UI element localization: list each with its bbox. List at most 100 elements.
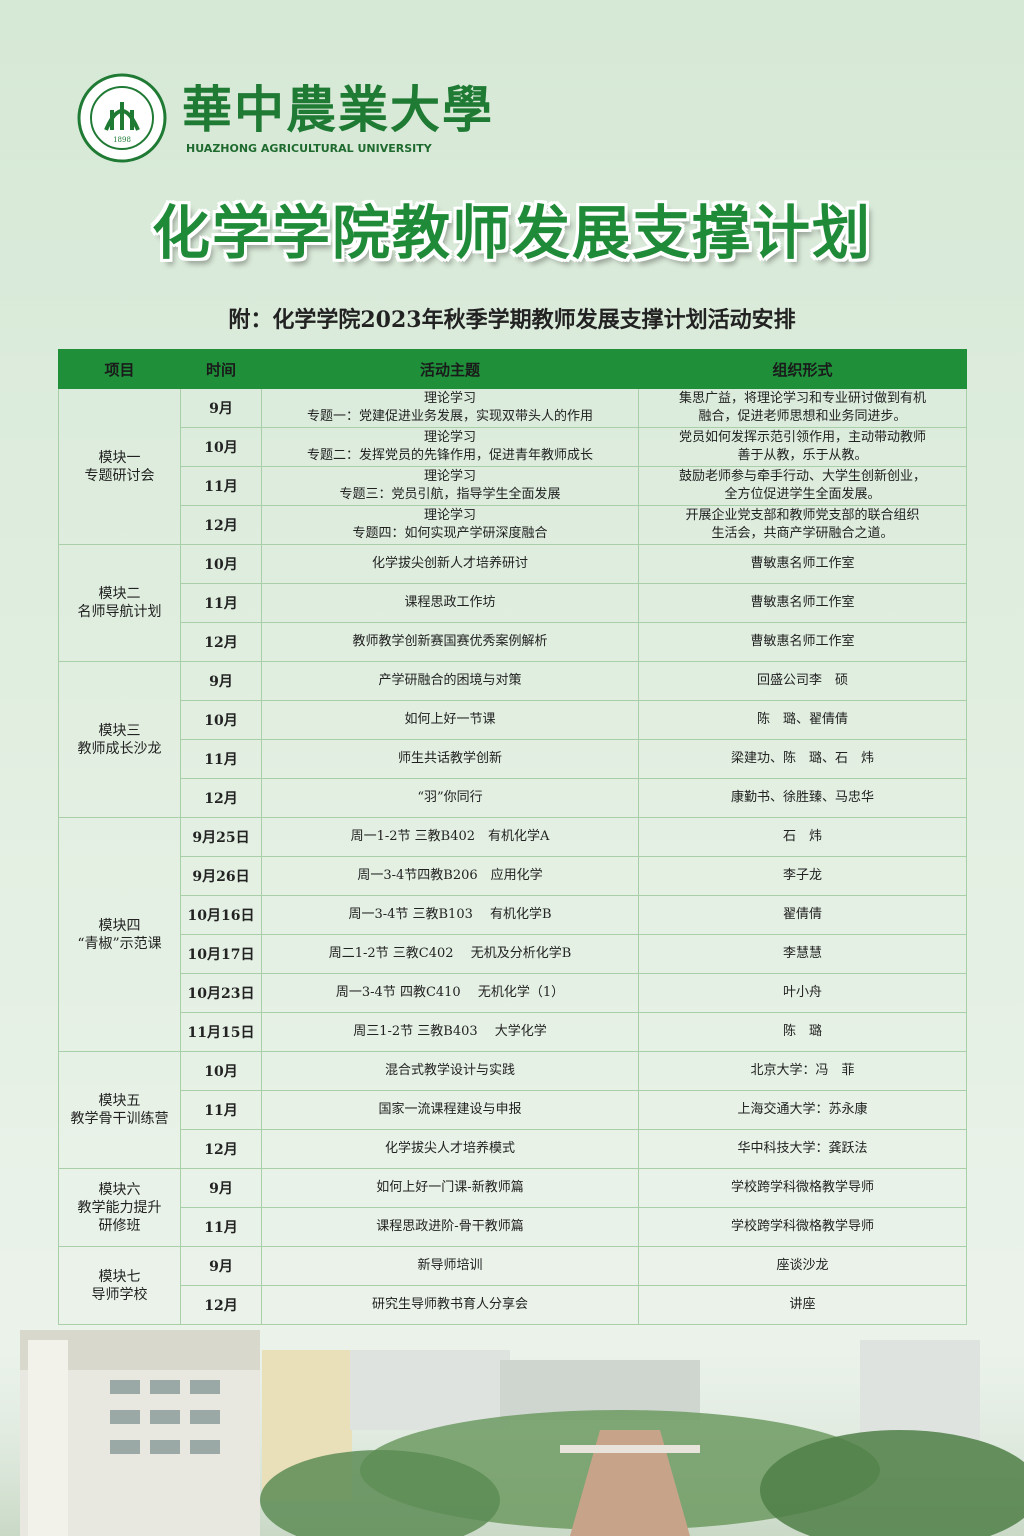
- cell-line: 学校跨学科微格教学导师: [730, 1180, 874, 1195]
- form-cell: 集思广益，将理论学习和专业研讨做到有机 融合，促进老师思想和业务同进步。: [638, 388, 967, 428]
- time-cell: 9月: [180, 1168, 262, 1208]
- column-header: 组织形式: [638, 349, 967, 389]
- cell-line: 鼓励老师参与牵手行动、大学生创新创业，: [678, 469, 926, 484]
- table-row: 10月16日 周一3-4节 三教B103 有机化学B 翟倩倩: [59, 895, 967, 935]
- time-cell: 9月: [180, 388, 262, 428]
- time-cell: 9月26日: [180, 856, 262, 896]
- cell-line: 模块五: [98, 1093, 141, 1109]
- cell-line: 专题三：党员引航，指导学生全面发展: [339, 487, 561, 502]
- time-cell: 12月: [180, 622, 262, 662]
- time-cell: 10月16日: [180, 895, 262, 935]
- time-cell: 11月: [180, 1090, 262, 1130]
- table-row: 模块三 教师成长沙龙 9月 产学研融合的困境与对策 回盛公司李 硕: [58, 661, 967, 818]
- table-row: 12月 教师教学创新赛国赛优秀案例解析 曹敏惠名师工作室: [59, 622, 967, 662]
- topic-cell: 产学研融合的困境与对策: [261, 661, 639, 701]
- table-row: 模块五 教学骨干训练营 10月 混合式教学设计与实践 北京大学：冯 菲: [58, 1051, 967, 1169]
- column-header: 时间: [180, 349, 262, 389]
- topic-cell: 周三1-2节 三教B403 大学化学: [261, 1012, 639, 1052]
- time-cell: 10月17日: [180, 934, 262, 974]
- table-row: 11月 国家一流课程建设与申报 上海交通大学：苏永康: [59, 1090, 967, 1130]
- topic-cell: 国家一流课程建设与申报: [261, 1090, 639, 1130]
- cell-line: 模块一: [98, 449, 141, 466]
- time-cell: 10月: [180, 544, 262, 584]
- time-cell: 12月: [180, 778, 262, 818]
- cell-line: 师生共话教学创新: [397, 751, 502, 766]
- table-row: 模块一 专题研讨会 9月 理论学习 专题一：党建促进业务发展，实现双带头人的作用 集思广益…: [58, 388, 967, 545]
- schedule-table: 项目 时间 活动主题 组织形式 模块一 专题研讨会 9月 理论学习 专题一：党建促进业务发展，…: [58, 349, 967, 1325]
- cell-line: 教学骨干训练营: [70, 1111, 169, 1127]
- cell-line: 北京大学：冯 菲: [750, 1063, 855, 1078]
- topic-cell: 教师教学创新赛国赛优秀案例解析: [261, 622, 639, 662]
- cell-line: 课程思政工作坊: [404, 595, 496, 610]
- topic-cell: 如何上好一节课: [261, 700, 639, 740]
- time-cell: 9月: [180, 661, 262, 701]
- form-cell: 座谈沙龙: [638, 1246, 967, 1286]
- time-cell: 10月: [180, 427, 262, 467]
- form-cell: 曹敏惠名师工作室: [638, 544, 967, 584]
- cell-line: 集思广益，将理论学习和专业研讨做到有机: [678, 391, 926, 406]
- time-cell: 9月25日: [180, 817, 262, 857]
- cell-line: 教师成长沙龙: [77, 740, 162, 757]
- cell-line: 康勤书、徐胜臻、马忠华: [730, 790, 874, 805]
- table-row: 12月 研究生导师教书育人分享会 讲座: [59, 1285, 967, 1325]
- cell-line: 善于从教，乐于从教。: [737, 448, 868, 463]
- form-cell: 回盛公司李 硕: [638, 661, 967, 701]
- time-cell: 12月: [180, 505, 262, 545]
- cell-line: 周三1-2节 三教B403 大学化学: [353, 1024, 547, 1039]
- cell-line: 如何上好一门课-新教师篇: [376, 1180, 524, 1195]
- cell-line: 周一3-4节 四教C410 无机化学（1）: [335, 985, 565, 1000]
- cell-line: 模块六: [98, 1181, 141, 1198]
- form-cell: 曹敏惠名师工作室: [638, 583, 967, 623]
- topic-cell: 周一3-4节 四教C410 无机化学（1）: [261, 973, 639, 1013]
- form-cell: 陈 璐: [638, 1012, 967, 1052]
- table-row: 11月 课程思政工作坊 曹敏惠名师工作室: [59, 583, 967, 623]
- topic-cell: 如何上好一门课-新教师篇: [261, 1168, 639, 1208]
- cell-line: 周一3-4节 三教B103 有机化学B: [348, 907, 552, 922]
- poster-title: 化学学院教师发展支撑计划: [151, 199, 872, 267]
- time-cell: 10月: [180, 700, 262, 740]
- cell-line: 研究生导师教书育人分享会: [371, 1297, 528, 1312]
- topic-cell: 理论学习 专题二：发挥党员的先锋作用，促进青年教师成长: [261, 427, 639, 467]
- time-cell: 12月: [180, 1285, 262, 1325]
- table-row: 12月 理论学习 专题四：如何实现产学研深度融合 开展企业党支部和教师党支部的联合组织…: [59, 505, 967, 545]
- form-cell: 陈 璐、翟倩倩: [638, 700, 967, 740]
- university-seal: 1898: [77, 73, 167, 163]
- cell-line: 曹敏惠名师工作室: [750, 634, 855, 649]
- form-cell: 康勤书、徐胜臻、马忠华: [638, 778, 967, 818]
- time-cell: 10月: [180, 1051, 262, 1091]
- topic-cell: 周一3-4节 三教B103 有机化学B: [261, 895, 639, 935]
- form-cell: 党员如何发挥示范引领作用，主动带动教师 善于从教，乐于从教。: [638, 427, 967, 467]
- cell-line: 讲座: [789, 1297, 816, 1312]
- cell-line: 陈 璐: [782, 1024, 822, 1039]
- cell-line: 陈 璐、翟倩倩: [756, 712, 848, 727]
- cell-line: 翟倩倩: [782, 907, 822, 922]
- module-cell: 模块五教学骨干训练营: [58, 1051, 181, 1169]
- cell-line: 混合式教学设计与实践: [384, 1063, 515, 1078]
- cell-line: 周二1-2节 三教C402 无机及分析化学B: [328, 946, 572, 961]
- cell-line: 名师导航计划: [77, 604, 162, 620]
- form-cell: 李子龙: [638, 856, 967, 896]
- form-cell: 翟倩倩: [638, 895, 967, 935]
- cell-line: “羽”你同行: [417, 790, 483, 805]
- header-row: 项目 时间 活动主题 组织形式: [58, 349, 967, 389]
- time-cell: 10月23日: [180, 973, 262, 1013]
- module-cell: 模块四 “青椒”示范课: [58, 817, 181, 1052]
- form-cell: 石 炜: [638, 817, 967, 857]
- cell-line: 座谈沙龙: [776, 1258, 829, 1273]
- topic-cell: 理论学习 专题四：如何实现产学研深度融合: [261, 505, 639, 545]
- table-row: 12月 化学拔尖人才培养模式 华中科技大学：龚跃法: [59, 1129, 967, 1169]
- table-row: 12月 “羽”你同行 康勤书、徐胜臻、马忠华: [59, 778, 967, 818]
- form-cell: 曹敏惠名师工作室: [638, 622, 967, 662]
- table-row: 模块二 名师导航计划 10月 化学拔尖创新人才培养研讨 曹敏惠名师工作室: [58, 544, 967, 662]
- topic-cell: 周一3-4节四教B206 应用化学: [261, 856, 639, 896]
- form-cell: 学校跨学科微格教学导师: [638, 1207, 967, 1247]
- cell-line: 全方位促进学生全面发展。: [724, 487, 881, 502]
- table-row: 模块四 “青椒”示范课 9月25日 周一1-2节 三教B402 有机化学A 石 炜: [58, 817, 967, 1052]
- form-cell: 学校跨学科微格教学导师: [638, 1168, 967, 1208]
- topic-cell: 课程思政进阶-骨干教师篇: [261, 1207, 639, 1247]
- topic-cell: 师生共话教学创新: [261, 739, 639, 779]
- table-row: 模块六 教学能力提升 研修班 9月 如何上好一门课-新教师篇 学校跨学科微格教学导师: [58, 1168, 967, 1247]
- cell-line: 如何上好一节课: [404, 712, 496, 727]
- cell-line: 融合，促进老师思想和业务同进步。: [698, 409, 907, 424]
